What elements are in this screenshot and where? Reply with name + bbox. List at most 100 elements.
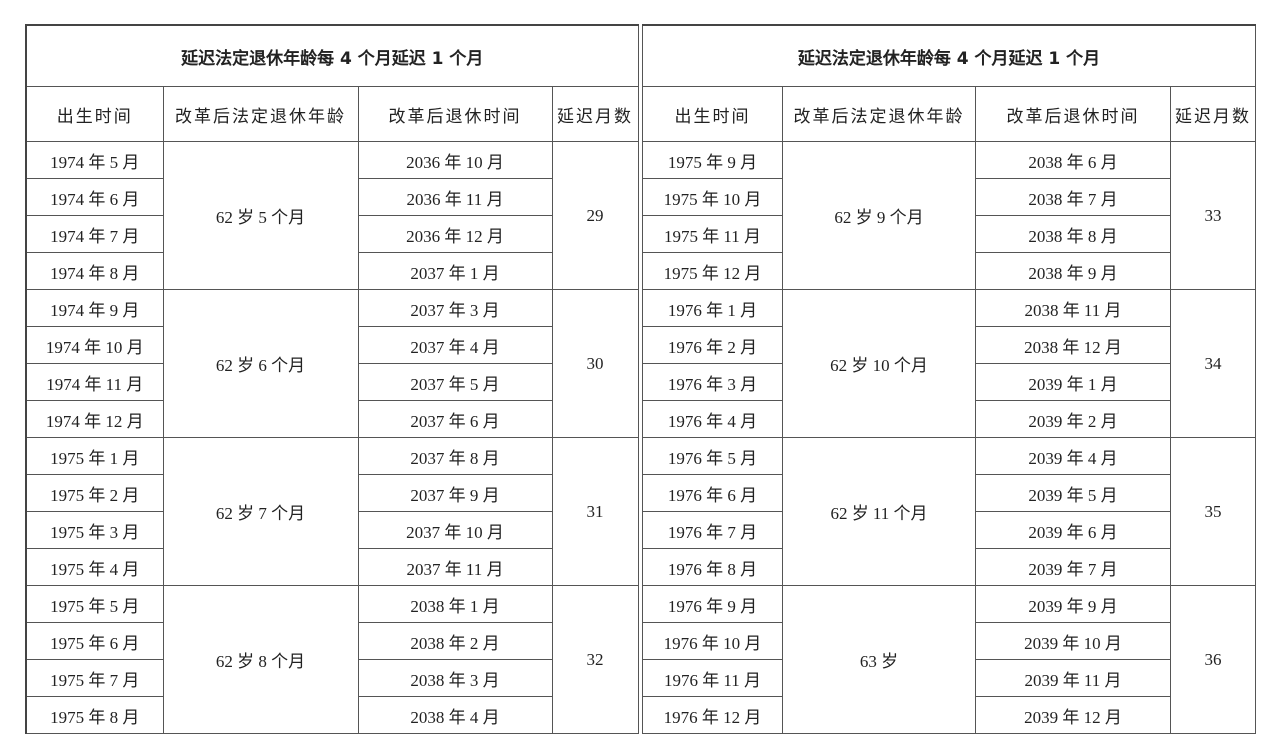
retirement-age: 63 岁 — [782, 585, 976, 734]
retirement-time: 2036 年 11 月 — [357, 178, 553, 216]
birth-time: 1974 年 6 月 — [25, 178, 164, 216]
table-title-row: 延迟法定退休年龄每 4 个月延迟 1 个月 — [641, 24, 1257, 87]
birth-time: 1976 年 6 月 — [642, 474, 783, 512]
table-row: 1974 年 8 月 2037 年 1 月 — [25, 252, 638, 290]
table-row: 1975 年 12 月 2038 年 9 月 — [642, 252, 1256, 290]
birth-time: 1975 年 1 月 — [25, 437, 164, 475]
table-row: 1974 年 7 月 2036 年 12 月 — [25, 215, 638, 253]
retirement-time: 2038 年 9 月 — [975, 252, 1171, 290]
birth-time: 1975 年 7 月 — [25, 659, 164, 697]
birth-time: 1975 年 11 月 — [642, 215, 783, 253]
retirement-age: 62 岁 7 个月 — [162, 437, 359, 586]
birth-time: 1975 年 2 月 — [25, 474, 164, 512]
retirement-time: 2039 年 4 月 — [975, 437, 1171, 475]
table-row: 1974 年 11 月 2037 年 5 月 — [25, 363, 638, 401]
retirement-time: 2039 年 6 月 — [975, 511, 1171, 549]
birth-time: 1975 年 8 月 — [25, 696, 164, 734]
table-row: 1975 年 2 月 2037 年 9 月 — [25, 474, 638, 512]
delay-months: 29 — [551, 141, 639, 290]
delay-months: 33 — [1169, 141, 1257, 290]
retirement-time: 2037 年 5 月 — [357, 363, 553, 401]
header-delay-months: 延迟月数 — [551, 86, 639, 142]
retirement-time: 2038 年 11 月 — [975, 289, 1171, 327]
retirement-time: 2038 年 1 月 — [357, 585, 553, 623]
retirement-time: 2037 年 10 月 — [357, 511, 553, 549]
retirement-time: 2037 年 11 月 — [357, 548, 553, 586]
birth-time: 1976 年 12 月 — [642, 696, 783, 734]
header-birth-time: 出生时间 — [25, 86, 164, 142]
birth-time: 1974 年 12 月 — [25, 400, 164, 438]
retirement-time: 2039 年 2 月 — [975, 400, 1171, 438]
table-row: 1975 年 3 月 2037 年 10 月 — [25, 511, 638, 549]
table-row: 1975 年 4 月 2037 年 11 月 — [25, 548, 638, 586]
header-retirement-time: 改革后退休时间 — [975, 86, 1171, 142]
birth-time: 1976 年 10 月 — [642, 622, 783, 660]
retirement-table-left: 延迟法定退休年龄每 4 个月延迟 1 个月 出生时间 改革后法定退休年龄 改革后退休时… — [25, 24, 639, 734]
retirement-age: 62 岁 6 个月 — [162, 289, 359, 438]
retirement-time: 2039 年 12 月 — [975, 696, 1171, 734]
table-title: 延迟法定退休年龄每 4 个月延迟 1 个月 — [641, 24, 1257, 87]
birth-time: 1974 年 8 月 — [25, 252, 164, 290]
birth-time: 1976 年 5 月 — [642, 437, 783, 475]
retirement-age: 62 岁 9 个月 — [782, 141, 976, 290]
retirement-time: 2039 年 11 月 — [975, 659, 1171, 697]
birth-time: 1974 年 5 月 — [25, 141, 164, 179]
header-retirement-age: 改革后法定退休年龄 — [782, 86, 976, 142]
delay-months: 31 — [551, 437, 639, 586]
birth-time: 1974 年 11 月 — [25, 363, 164, 401]
retirement-time: 2037 年 8 月 — [357, 437, 553, 475]
table-row: 1975 年 10 月 2038 年 7 月 — [642, 178, 1256, 216]
header-retirement-time: 改革后退休时间 — [357, 86, 553, 142]
table-row: 1974 年 9 月 62 岁 6 个月 2037 年 3 月 30 — [25, 289, 639, 438]
retirement-time: 2036 年 10 月 — [357, 141, 553, 179]
table-row: 1974 年 12 月 2037 年 6 月 — [25, 400, 638, 438]
birth-time: 1974 年 10 月 — [25, 326, 164, 364]
delay-months: 34 — [1169, 289, 1257, 438]
retirement-time: 2037 年 9 月 — [357, 474, 553, 512]
birth-time: 1976 年 2 月 — [642, 326, 783, 364]
birth-time: 1975 年 5 月 — [25, 585, 164, 623]
table-row: 1976 年 3 月 2039 年 1 月 — [642, 363, 1256, 401]
table-title: 延迟法定退休年龄每 4 个月延迟 1 个月 — [25, 24, 639, 87]
retirement-time: 2038 年 2 月 — [357, 622, 553, 660]
delay-months: 35 — [1169, 437, 1257, 586]
retirement-time: 2037 年 1 月 — [357, 252, 553, 290]
header-birth-time: 出生时间 — [642, 86, 783, 142]
table-row: 1974 年 6 月 2036 年 11 月 — [25, 178, 638, 216]
table-row: 1976 年 12 月 2039 年 12 月 — [642, 696, 1256, 734]
retirement-age: 62 岁 8 个月 — [162, 585, 359, 734]
retirement-time: 2036 年 12 月 — [357, 215, 553, 253]
retirement-time: 2037 年 3 月 — [357, 289, 553, 327]
table-row: 1975 年 9 月 62 岁 9 个月 2038 年 6 月 33 — [642, 141, 1257, 290]
table-row: 1976 年 10 月 2039 年 10 月 — [642, 622, 1256, 660]
table-row: 1975 年 8 月 2038 年 4 月 — [25, 696, 638, 734]
retirement-time: 2038 年 4 月 — [357, 696, 553, 734]
table-row: 1975 年 11 月 2038 年 8 月 — [642, 215, 1256, 253]
retirement-time: 2037 年 4 月 — [357, 326, 553, 364]
birth-time: 1975 年 4 月 — [25, 548, 164, 586]
birth-time: 1975 年 3 月 — [25, 511, 164, 549]
delay-months: 36 — [1169, 585, 1257, 734]
table-row: 1976 年 2 月 2038 年 12 月 — [642, 326, 1256, 364]
birth-time: 1976 年 11 月 — [642, 659, 783, 697]
table-row: 1976 年 5 月 62 岁 11 个月 2039 年 4 月 35 — [642, 437, 1257, 586]
birth-time: 1976 年 1 月 — [642, 289, 783, 327]
birth-time: 1975 年 10 月 — [642, 178, 783, 216]
retirement-time: 2039 年 1 月 — [975, 363, 1171, 401]
table-row: 1975 年 1 月 62 岁 7 个月 2037 年 8 月 31 — [25, 437, 639, 586]
retirement-time: 2038 年 6 月 — [975, 141, 1171, 179]
header-retirement-age: 改革后法定退休年龄 — [162, 86, 359, 142]
retirement-age: 62 岁 10 个月 — [782, 289, 976, 438]
delay-months: 32 — [551, 585, 639, 734]
retirement-time: 2038 年 8 月 — [975, 215, 1171, 253]
retirement-time: 2039 年 10 月 — [975, 622, 1171, 660]
birth-time: 1976 年 4 月 — [642, 400, 783, 438]
birth-time: 1976 年 3 月 — [642, 363, 783, 401]
table-row: 1975 年 5 月 62 岁 8 个月 2038 年 1 月 32 — [25, 585, 639, 734]
retirement-time: 2037 年 6 月 — [357, 400, 553, 438]
column-header-row: 出生时间 改革后法定退休年龄 改革后退休时间 延迟月数 — [642, 86, 1257, 142]
delay-months: 30 — [551, 289, 639, 438]
table-row: 1976 年 1 月 62 岁 10 个月 2038 年 11 月 34 — [642, 289, 1257, 438]
birth-time: 1976 年 7 月 — [642, 511, 783, 549]
table-row: 1976 年 7 月 2039 年 6 月 — [642, 511, 1256, 549]
